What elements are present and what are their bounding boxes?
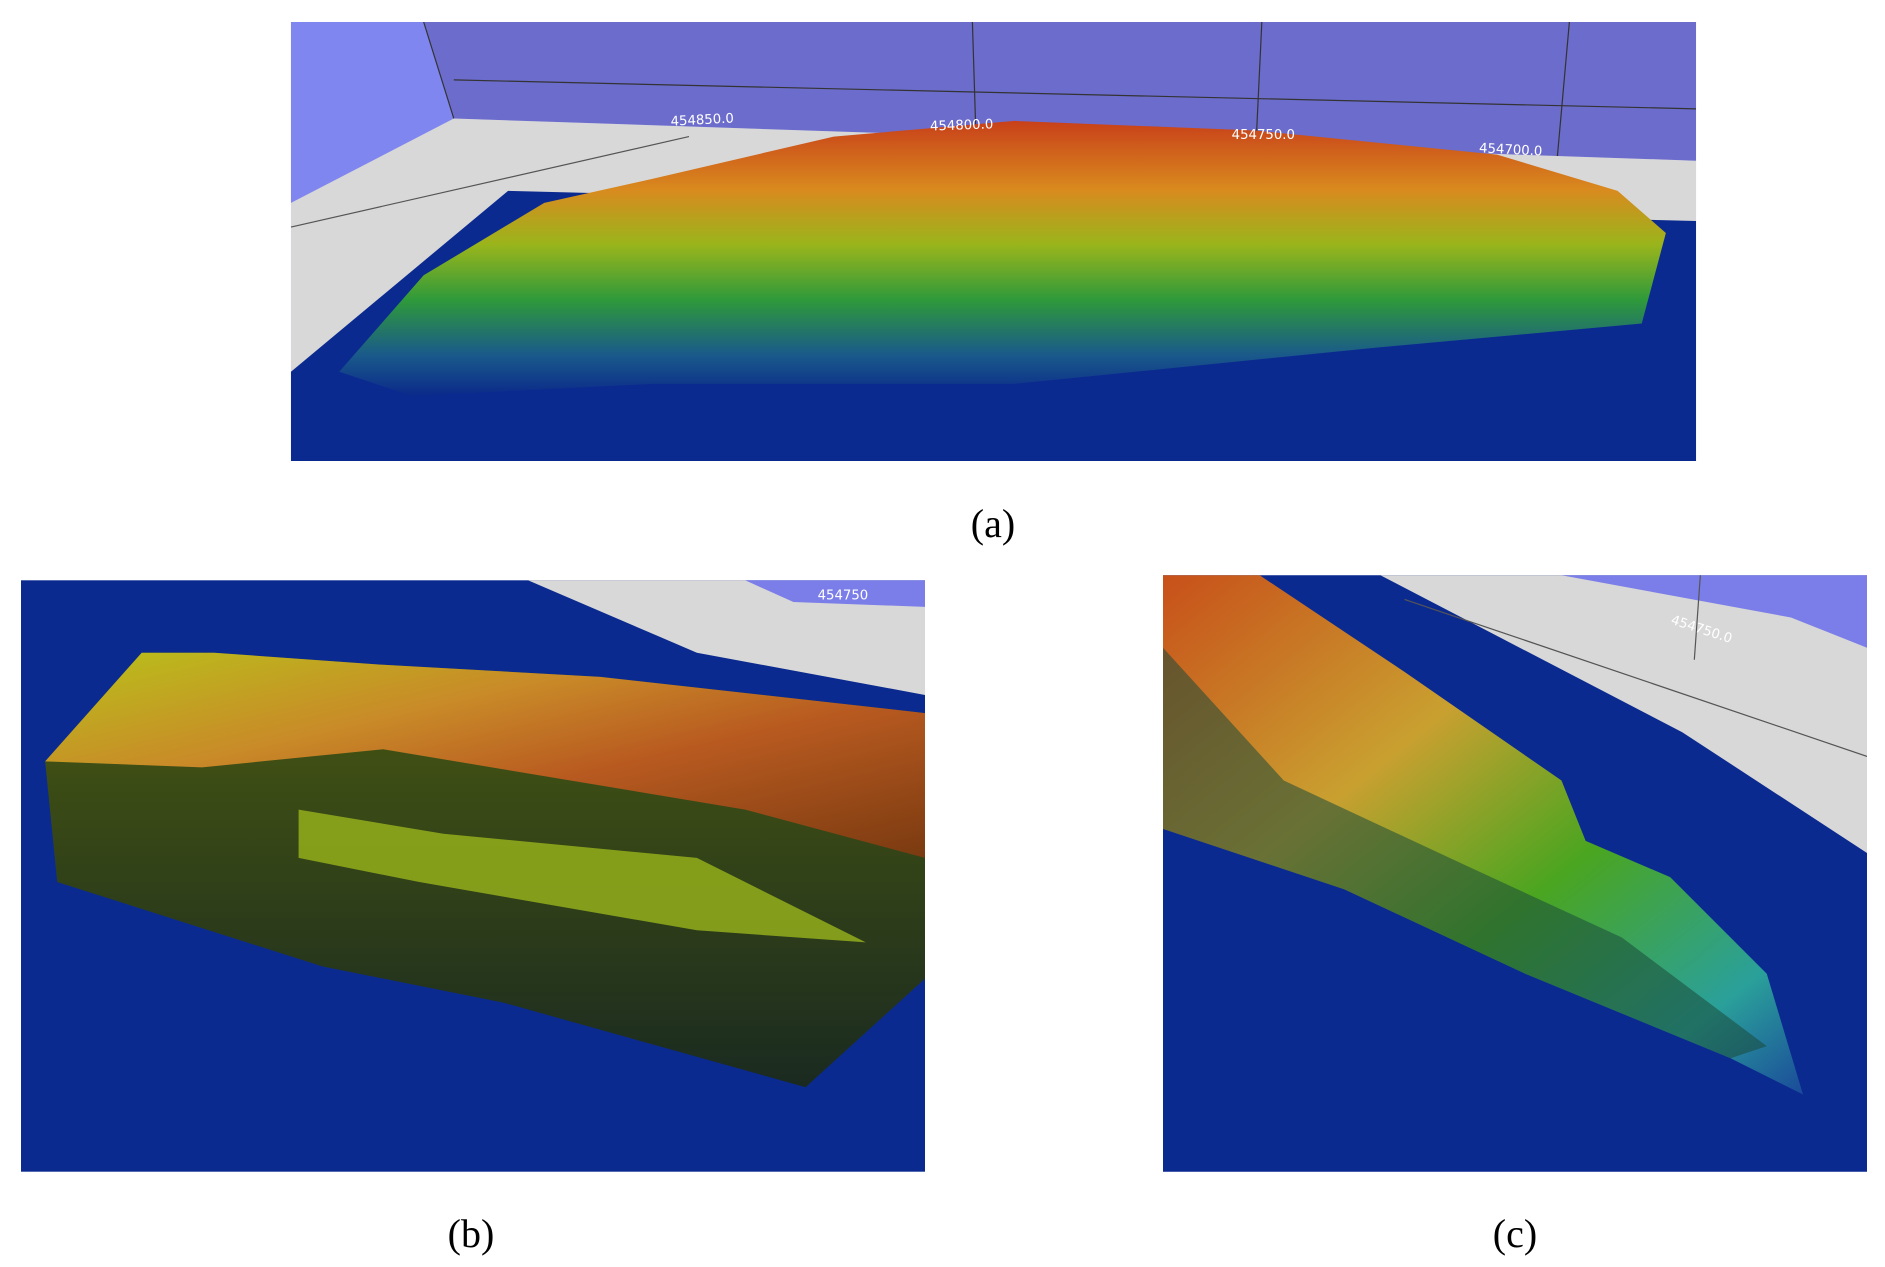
axis-label: 454700.0	[1479, 141, 1543, 159]
axis-label: 454850.0	[670, 111, 734, 129]
caption: (a)	[970, 501, 1016, 546]
panel-b: 454750	[21, 580, 925, 1172]
axis-label: 454750.0	[1232, 128, 1295, 143]
caption: (c)	[1492, 1211, 1538, 1256]
axis-label: 454750	[818, 589, 869, 604]
caption: (b)	[447, 1211, 495, 1256]
panel-c: 454750.0	[1163, 575, 1867, 1172]
axis-label: 454800.0	[930, 117, 994, 134]
panel-a: 454850.0 454800.0 454750.0 454700.0	[290, 22, 1697, 461]
